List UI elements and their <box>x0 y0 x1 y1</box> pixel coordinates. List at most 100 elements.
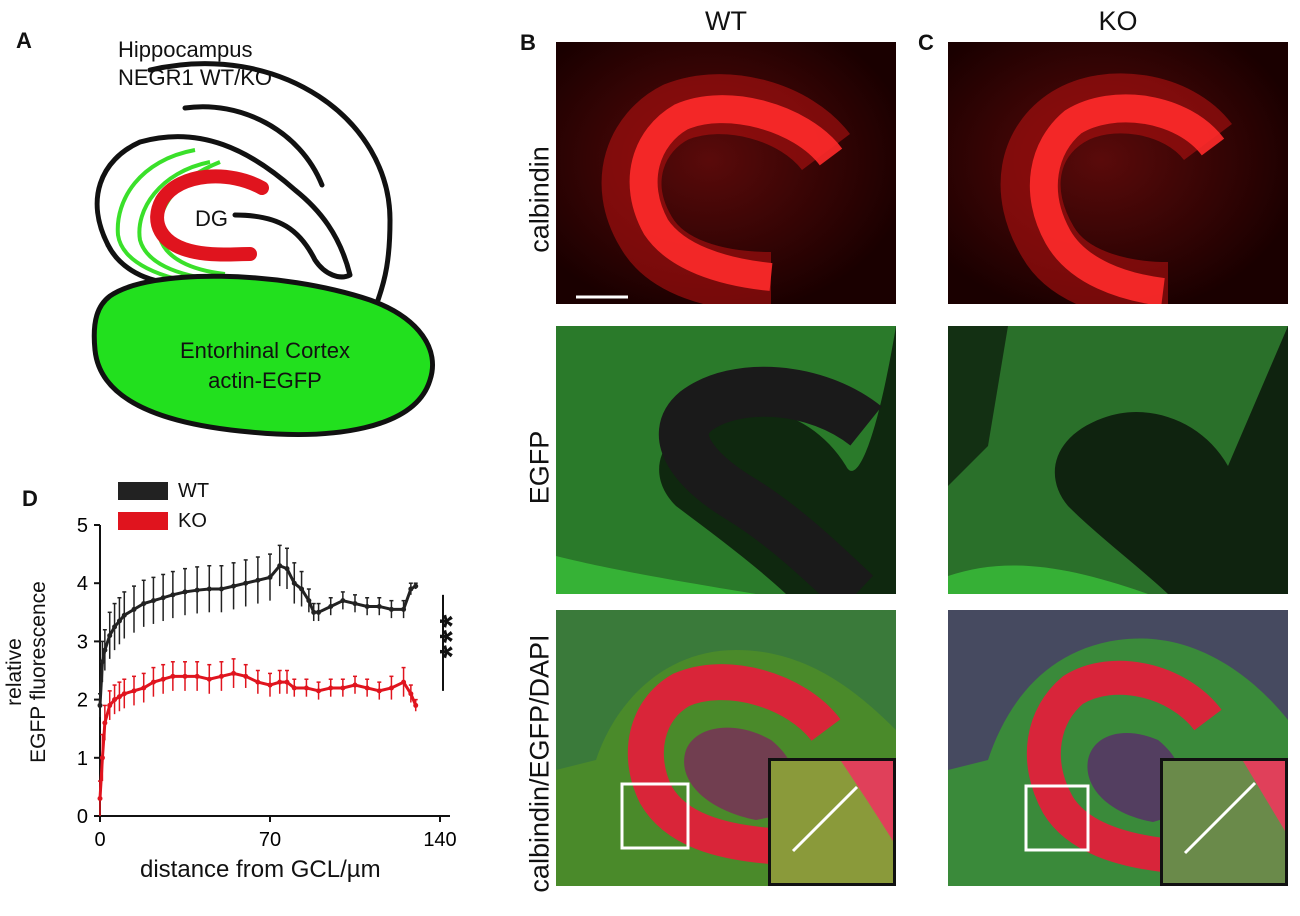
chart-xlabel: distance from GCL/µm <box>140 856 381 883</box>
x-tick-label: 70 <box>259 829 281 851</box>
data-point-ko <box>413 702 419 708</box>
inset-box-wt <box>620 782 690 850</box>
y-tick-label: 1 <box>77 748 88 770</box>
data-point-ko <box>160 676 166 682</box>
column-title-wt: WT <box>705 6 747 36</box>
data-point-wt <box>267 574 273 580</box>
row-label-egfp: EGFP <box>524 430 555 505</box>
data-point-wt <box>376 603 382 609</box>
chart-legend: WT KO <box>118 478 209 534</box>
chart-plot: 0 1 2 3 4 5 0 70 140 <box>77 515 457 851</box>
data-point-ko <box>303 685 309 691</box>
data-point-ko <box>388 685 394 691</box>
data-point-ko <box>243 673 249 679</box>
data-point-wt <box>121 612 127 618</box>
inset-wt <box>768 758 896 886</box>
series-line-ko <box>98 671 418 799</box>
data-point-wt <box>102 647 108 653</box>
data-point-ko <box>231 670 237 676</box>
micrograph-ko-calbindin <box>948 42 1288 304</box>
dentate-gyrus-shape <box>150 169 269 262</box>
micrograph-ko-merge <box>948 610 1288 886</box>
data-point-ko <box>328 685 334 691</box>
panel-c-letter: C <box>918 30 934 55</box>
data-point-ko <box>170 673 176 679</box>
micrograph-wt-calbindin-image <box>556 42 896 304</box>
data-point-wt <box>112 624 118 630</box>
micrograph-ko-egfp-image <box>948 326 1288 594</box>
data-point-ko <box>131 688 137 694</box>
legend-label-wt: WT <box>178 479 210 502</box>
data-point-wt <box>182 589 188 595</box>
data-point-wt <box>306 598 312 604</box>
data-point-wt <box>131 606 137 612</box>
dg-label: DG <box>195 206 228 231</box>
entorhinal-cortex-shape <box>91 273 435 437</box>
legend-item-ko: KO <box>118 508 209 534</box>
micrograph-ko-egfp <box>948 326 1288 594</box>
data-point-ko <box>284 679 290 685</box>
data-point-wt <box>141 601 147 607</box>
inset-wt-image <box>771 761 893 883</box>
data-point-wt <box>107 633 113 639</box>
data-point-wt <box>206 586 212 592</box>
column-title-ko: KO <box>1098 6 1138 36</box>
data-point-wt <box>352 601 358 607</box>
fiber-1 <box>115 148 211 286</box>
panel-b-letter: B <box>520 30 536 55</box>
data-point-wt <box>277 563 283 569</box>
data-point-ko <box>97 796 103 802</box>
data-point-ko <box>267 682 273 688</box>
hippocampus-outline <box>94 134 353 280</box>
micrograph-wt-calbindin <box>556 42 896 304</box>
micrograph-wt-merge <box>556 610 896 886</box>
data-point-wt <box>408 586 414 592</box>
inset-wt-line <box>791 785 859 853</box>
data-point-wt <box>311 609 317 615</box>
data-point-ko <box>218 673 224 679</box>
panel-a: A Hippocampus NEGR1 WT/KO DG Entorhinal … <box>0 0 500 460</box>
ec-label-line1: Entorhinal Cortex <box>180 338 350 363</box>
data-point-ko <box>150 679 156 685</box>
data-point-ko <box>316 688 322 694</box>
y-tick-label: 2 <box>77 690 88 712</box>
fiber-2 <box>137 160 221 282</box>
data-point-ko <box>182 673 188 679</box>
y-tick-label: 4 <box>77 573 88 595</box>
row-label-merge: calbindin/EGFP/DAPI <box>524 634 555 893</box>
data-point-wt <box>160 595 166 601</box>
data-point-wt <box>284 566 290 572</box>
panel-d-letter: D <box>22 486 38 511</box>
data-point-wt <box>401 606 407 612</box>
outer-arc <box>147 61 393 303</box>
data-point-wt <box>116 618 122 624</box>
legend-swatch-ko <box>118 512 168 530</box>
panel-a-letter: A <box>16 28 32 53</box>
hippocampus-schematic <box>91 61 435 437</box>
data-point-ko <box>102 720 108 726</box>
data-point-ko <box>255 679 261 685</box>
data-point-ko <box>107 702 113 708</box>
data-point-ko <box>291 685 297 691</box>
data-point-ko <box>141 685 147 691</box>
legend-swatch-wt <box>118 482 168 500</box>
data-point-wt <box>291 580 297 586</box>
micrograph-wt-egfp <box>556 326 896 594</box>
data-point-wt <box>243 580 249 586</box>
data-point-wt <box>413 583 419 589</box>
x-tick-label: 140 <box>423 829 456 851</box>
data-point-wt <box>388 606 394 612</box>
data-point-ko <box>121 691 127 697</box>
data-point-ko <box>408 691 414 697</box>
data-point-wt <box>170 592 176 598</box>
data-point-ko <box>376 688 382 694</box>
legend-item-wt: WT <box>118 478 209 504</box>
data-point-wt <box>299 586 305 592</box>
data-point-wt <box>97 702 103 708</box>
data-point-ko <box>401 679 407 685</box>
data-point-wt <box>218 586 224 592</box>
data-point-ko <box>277 679 283 685</box>
data-point-wt <box>231 583 237 589</box>
data-point-ko <box>340 685 346 691</box>
